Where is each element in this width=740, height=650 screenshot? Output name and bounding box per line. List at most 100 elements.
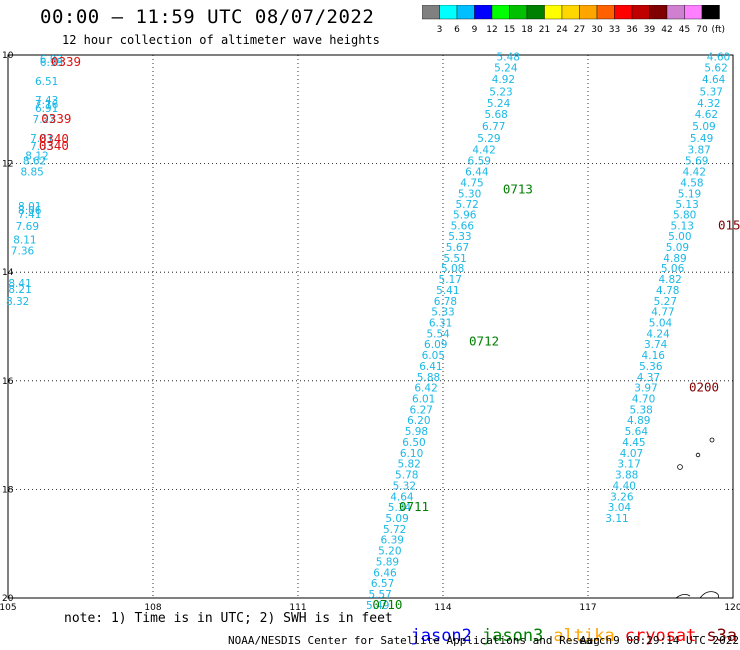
wave-height-value: 6.77 [482, 121, 505, 133]
wave-height-value: 6.10 [400, 448, 423, 460]
colorbar-tick-label: 24 [556, 25, 568, 35]
longitude-label: 120 [724, 603, 740, 613]
wave-height-value: 6.42 [414, 383, 437, 395]
wave-height-value: 7.16 [35, 99, 59, 111]
wave-height-value: 5.33 [448, 231, 471, 243]
wave-height-value: 4.82 [658, 274, 681, 286]
wave-height-value: 4.89 [663, 253, 686, 265]
colorbar-tick-label: 33 [609, 25, 620, 35]
colorbar-tick-label: 6 [454, 25, 460, 35]
page-subtitle: 12 hour collection of altimeter wave hei… [62, 33, 380, 47]
wave-height-value: 4.77 [651, 307, 674, 319]
wave-height-value: 4.75 [460, 177, 483, 189]
pass-time-label: 0712 [469, 334, 499, 349]
wave-height-value: 7.36 [11, 245, 35, 257]
wave-height-value: 6.57 [371, 578, 394, 590]
wave-height-value: 7.43 [35, 95, 58, 107]
wave-height-value: 5.04 [649, 318, 673, 330]
wave-height-value: 6.93 [40, 54, 63, 66]
wave-height-value: 5.98 [405, 426, 428, 438]
wave-height-value: 5.29 [477, 133, 500, 145]
colorbar-tick-label: 12 [486, 25, 497, 35]
wave-height-value: 7.33 [30, 141, 53, 153]
wave-height-value: 4.89 [627, 415, 650, 427]
wave-height-value: 4.70 [632, 394, 655, 406]
wave-height-value: 6.27 [410, 404, 433, 416]
wave-height-value: 5.37 [700, 87, 723, 99]
wave-height-value: 3.17 [617, 459, 640, 471]
wave-height-value: 4.78 [656, 285, 679, 297]
coastline-outline [675, 437, 719, 599]
wave-height-value: 6.41 [419, 361, 442, 373]
credit-line: NOAA/NESDIS Center for Satellite Applica… [228, 634, 613, 647]
satellite-legend: jason2 jason3 altika cryosat s3a [390, 606, 737, 646]
colorbar-tick-label: 45 [679, 25, 690, 35]
wave-height-value: 8.41 [8, 278, 31, 290]
wave-height-value: 8.11 [13, 234, 36, 246]
wave-height-value: 8.12 [25, 150, 48, 162]
wave-height-value: 5.49 [690, 133, 713, 145]
wave-height-value: 5.66 [451, 220, 475, 232]
colorbar-swatch [701, 5, 720, 20]
wave-height-value: 3.74 [644, 339, 668, 351]
wave-height-value: 5.78 [395, 470, 418, 482]
wave-height-value: 4.92 [492, 74, 515, 86]
wave-height-value: 3.87 [687, 144, 710, 156]
wave-height-value: 5.41 [436, 285, 459, 297]
wave-height-value: 5.08 [441, 263, 464, 275]
wave-height-value: 6.20 [407, 415, 430, 427]
colorbar-tick-label: 15 [504, 25, 515, 35]
wave-height-value: 5.32 [393, 480, 416, 492]
colorbar-tick-label: 27 [574, 25, 585, 35]
wave-height-value: 4.45 [622, 437, 645, 449]
wave-height-value: 3.04 [608, 502, 632, 514]
wave-height-value: 6.78 [434, 296, 457, 308]
colorbar-tick-label: 70 [696, 25, 708, 35]
wave-height-value: 6.51 [35, 76, 58, 88]
wave-height-value: 4.07 [620, 448, 643, 460]
wave-height-value: 5.33 [431, 307, 454, 319]
wave-height-value: 4.64 [702, 74, 726, 86]
legend-altika: altika [553, 626, 615, 646]
wave-height-colorbar: 3 6 9 12 15 18 21 24 27 30 33 36 39 42 45 70 (ft) [422, 5, 725, 35]
latitude-label: 12 [2, 160, 13, 170]
wave-height-value: 5.00 [668, 231, 691, 243]
altimeter-track: 5.485.244.925.235.245.686.775.294.426.59… [366, 51, 520, 611]
footer-note: note: 1) Time is in UTC; 2) SWH is in fe… [64, 611, 393, 626]
colorbar-tick-label: 9 [472, 25, 478, 35]
wave-height-value: 6.59 [468, 156, 491, 168]
wave-height-value: 5.89 [376, 556, 399, 568]
wave-height-value: 6.95 [40, 57, 63, 69]
wave-height-value: 3.97 [634, 383, 657, 395]
wave-height-value: 7.81 [30, 133, 53, 145]
wave-height-value: 5.68 [484, 109, 507, 121]
wave-height-value: 4.62 [695, 109, 718, 121]
wave-height-value: 4.24 [646, 328, 670, 340]
latitude-label: 10 [2, 51, 14, 61]
legend-s3a: s3a [706, 626, 738, 646]
wave-height-value: 5.17 [439, 274, 462, 286]
wave-height-value: 6.46 [373, 567, 397, 579]
wave-height-value: 5.13 [671, 220, 694, 232]
wave-height-value: 4.64 [390, 491, 414, 503]
wave-height-value: 6.31 [429, 318, 452, 330]
wave-height-value: 5.88 [417, 372, 440, 384]
wave-height-value: 6.50 [402, 437, 425, 449]
altimeter-track: 6.936.95 6.51 7.437.166.917.22 7.817.338.12… [6, 54, 63, 308]
colorbar-tick-label: 39 [644, 25, 656, 35]
wave-height-value: 5.49 [366, 600, 389, 612]
wave-height-value: 4.58 [680, 177, 703, 189]
colorbar-tick-label: 18 [521, 25, 533, 35]
pass-time-label: 0339 [51, 54, 81, 69]
wave-height-value: 5.13 [675, 199, 698, 211]
wave-height-value: 5.62 [704, 62, 727, 74]
pass-time-label: 0713 [503, 181, 533, 196]
wave-height-value: 5.09 [385, 513, 408, 525]
page-title: 00:00 – 11:59 UTC 08/07/2022 [40, 6, 375, 28]
wave-height-value: 6.39 [381, 535, 404, 547]
wave-height-value: 5.38 [629, 404, 652, 416]
pass-time-label: 0711 [399, 499, 429, 514]
wave-height-value: 5.24 [494, 62, 518, 74]
wave-height-value: 3.26 [610, 491, 634, 503]
